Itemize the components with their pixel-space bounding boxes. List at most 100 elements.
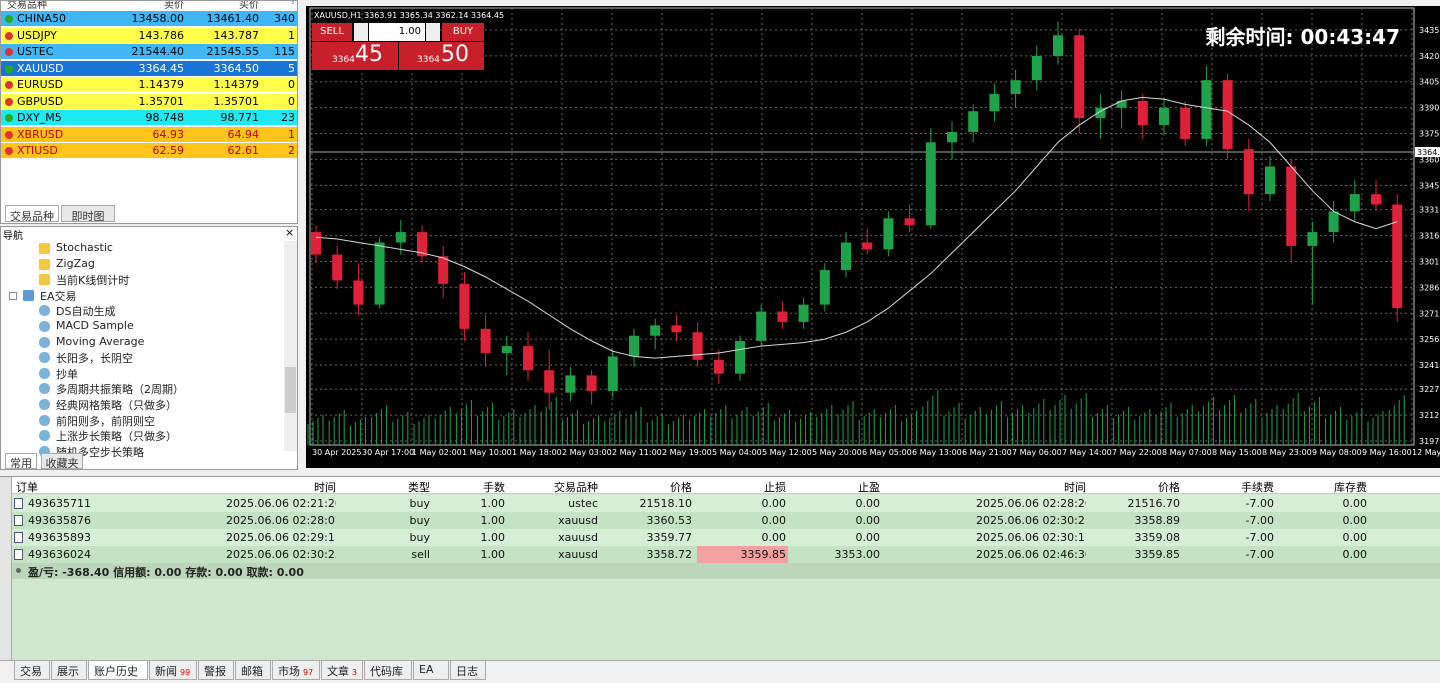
y-tick-label: 3345.1 [1419, 181, 1440, 190]
navigator: 导航 × Stochastic ZigZag 当前K线倒计时 EA交易 DS自动生成 MACD… [0, 226, 298, 470]
price-tag [1415, 146, 1440, 157]
tab[interactable]: 代码库 [364, 661, 412, 680]
symbol-row[interactable]: USDJPY 143.786 143.787 1 [1, 27, 297, 44]
cell: buy [409, 514, 430, 527]
tab[interactable]: 常用 [5, 453, 37, 469]
candle-body [883, 218, 894, 250]
nav-item[interactable]: 当前K线倒计时 [56, 274, 130, 288]
tab[interactable]: 即时图 [61, 205, 115, 222]
column-header: ! [290, 0, 295, 7]
candle-body [756, 311, 767, 341]
header-row [12, 477, 1440, 494]
symbol-icon [5, 64, 13, 73]
candle-body [332, 254, 343, 281]
cell: 2025.06.06 02:30:17 [976, 531, 1086, 544]
tab[interactable]: 警报 [198, 661, 234, 680]
tab[interactable]: 收藏夹 [41, 453, 83, 469]
x-tick-label: 1 May 02:00 [412, 448, 462, 457]
close-button[interactable]: × [285, 226, 295, 239]
cell: 2025.06.06 02:21:20 [226, 497, 336, 510]
x-tick-label: 1 May 10:00 [462, 448, 512, 457]
price-small: 45 [355, 42, 383, 67]
scroll-thumb[interactable] [285, 367, 296, 413]
cell: 0.00 [1342, 497, 1368, 510]
nav-item[interactable]: 经典网格策略（只做多） [56, 399, 177, 412]
nav-item[interactable]: DS自动生成 [56, 305, 116, 319]
column-header: 时间 [1064, 481, 1086, 493]
cell: 3359.85 [740, 548, 787, 561]
symbol-row[interactable]: DXY_M5 98.748 98.771 23 [1, 110, 297, 126]
lots-down[interactable] [354, 23, 368, 41]
nav-item[interactable]: 长阳多，长阴空 [56, 352, 133, 366]
sell-button[interactable]: SELL [312, 23, 352, 41]
panel-title: 导航 [3, 231, 23, 240]
tab-badge: 3 [352, 668, 358, 677]
candle-body [353, 280, 364, 305]
nav-item[interactable]: 抄单 [56, 367, 78, 381]
x-tick-label: 8 May 15:00 [1212, 448, 1262, 457]
tab[interactable]: 新闻 99 [149, 661, 197, 680]
cell: CHINA50 [17, 12, 66, 25]
order-row[interactable] [12, 512, 1440, 529]
tab[interactable]: 展示 [51, 661, 87, 680]
x-tick-label: 2 May 03:00 [562, 448, 612, 457]
cell: 21545.55 [206, 45, 260, 58]
symbol-row[interactable]: XAUUSD 3364.45 3364.50 5 [1, 60, 297, 77]
candle-body [586, 375, 597, 391]
cell: 64.93 [152, 127, 185, 141]
candle-body [713, 359, 724, 374]
lots-up[interactable] [426, 23, 440, 41]
symbol-row[interactable]: CHINA50 13458.00 13461.40 340 [1, 11, 297, 27]
symbol-row[interactable]: XTIUSD 62.59 62.61 2 [1, 143, 297, 159]
x-tick-label: 6 May 13:00 [912, 448, 962, 457]
tab[interactable]: 账户历史 [88, 661, 148, 680]
tab[interactable]: 日志 [450, 661, 486, 680]
column-header: 买价 [239, 0, 259, 10]
symbol-row[interactable]: USTEC 21544.40 21545.55 115 [1, 44, 297, 60]
cell: 23 [281, 111, 295, 124]
nav-item[interactable]: 上涨步长策略（只做多） [56, 430, 177, 444]
symbol-row[interactable]: GBPUSD 1.35701 1.35701 0 [1, 93, 297, 110]
tab-label: 文章 [327, 665, 349, 677]
nav-item[interactable]: Moving Average [56, 334, 145, 348]
candle-body [417, 232, 427, 257]
nav-item[interactable]: 前阳则多，前阴则空 [56, 414, 155, 428]
column-header: 类型 [408, 481, 430, 493]
buy-button[interactable]: BUY [442, 23, 484, 41]
tab[interactable]: EA [413, 661, 449, 680]
x-tick-label: 9 May 08:00 [1312, 448, 1362, 457]
candle-body [1010, 80, 1021, 94]
nav-item[interactable]: Stochastic [56, 241, 113, 254]
tab[interactable]: 市场 97 [272, 661, 320, 680]
cell: EURUSD [17, 78, 64, 91]
column-header: 交易品种 [554, 481, 598, 493]
candle-body [1243, 149, 1254, 195]
sell-price[interactable]: 3364 45 [312, 42, 398, 70]
nav-item[interactable]: 随机多空步长策略 [56, 445, 144, 459]
nav-item[interactable]: EA交易 [40, 289, 77, 303]
buy-price[interactable]: 3364 50 [399, 42, 484, 70]
candle-body [480, 328, 491, 353]
symbol-row[interactable]: XBRUSD 64.93 64.94 1 [1, 126, 297, 143]
order-icon [14, 549, 23, 560]
symbol-row[interactable]: EURUSD 1.14379 1.14379 0 [1, 77, 297, 93]
cell: 1.35701 [213, 94, 260, 108]
tab[interactable]: 交易品种 [5, 205, 59, 222]
tab[interactable]: 文章 3 [321, 661, 363, 680]
order-row[interactable] [12, 529, 1440, 546]
cell: 21518.10 [639, 497, 693, 510]
nav-item[interactable]: MACD Sample [56, 319, 134, 332]
order-row[interactable] [12, 495, 1440, 512]
tab[interactable]: 邮箱 [235, 661, 271, 680]
nav-item[interactable]: ZigZag [56, 256, 95, 270]
cell: 143.786 [138, 28, 185, 42]
y-tick-label: 3435.1 [1419, 26, 1440, 35]
lots-input[interactable]: 1.00 [369, 23, 425, 41]
nav-item[interactable]: 多周期共振策略（2周期） [56, 383, 184, 397]
cell: -7.00 [1245, 531, 1274, 544]
tab-label: 日志 [456, 665, 478, 677]
moving-average [315, 96, 1398, 359]
cell: 1.00 [480, 514, 506, 527]
tab[interactable]: 交易 [14, 661, 50, 680]
symbol-icon [5, 114, 13, 122]
